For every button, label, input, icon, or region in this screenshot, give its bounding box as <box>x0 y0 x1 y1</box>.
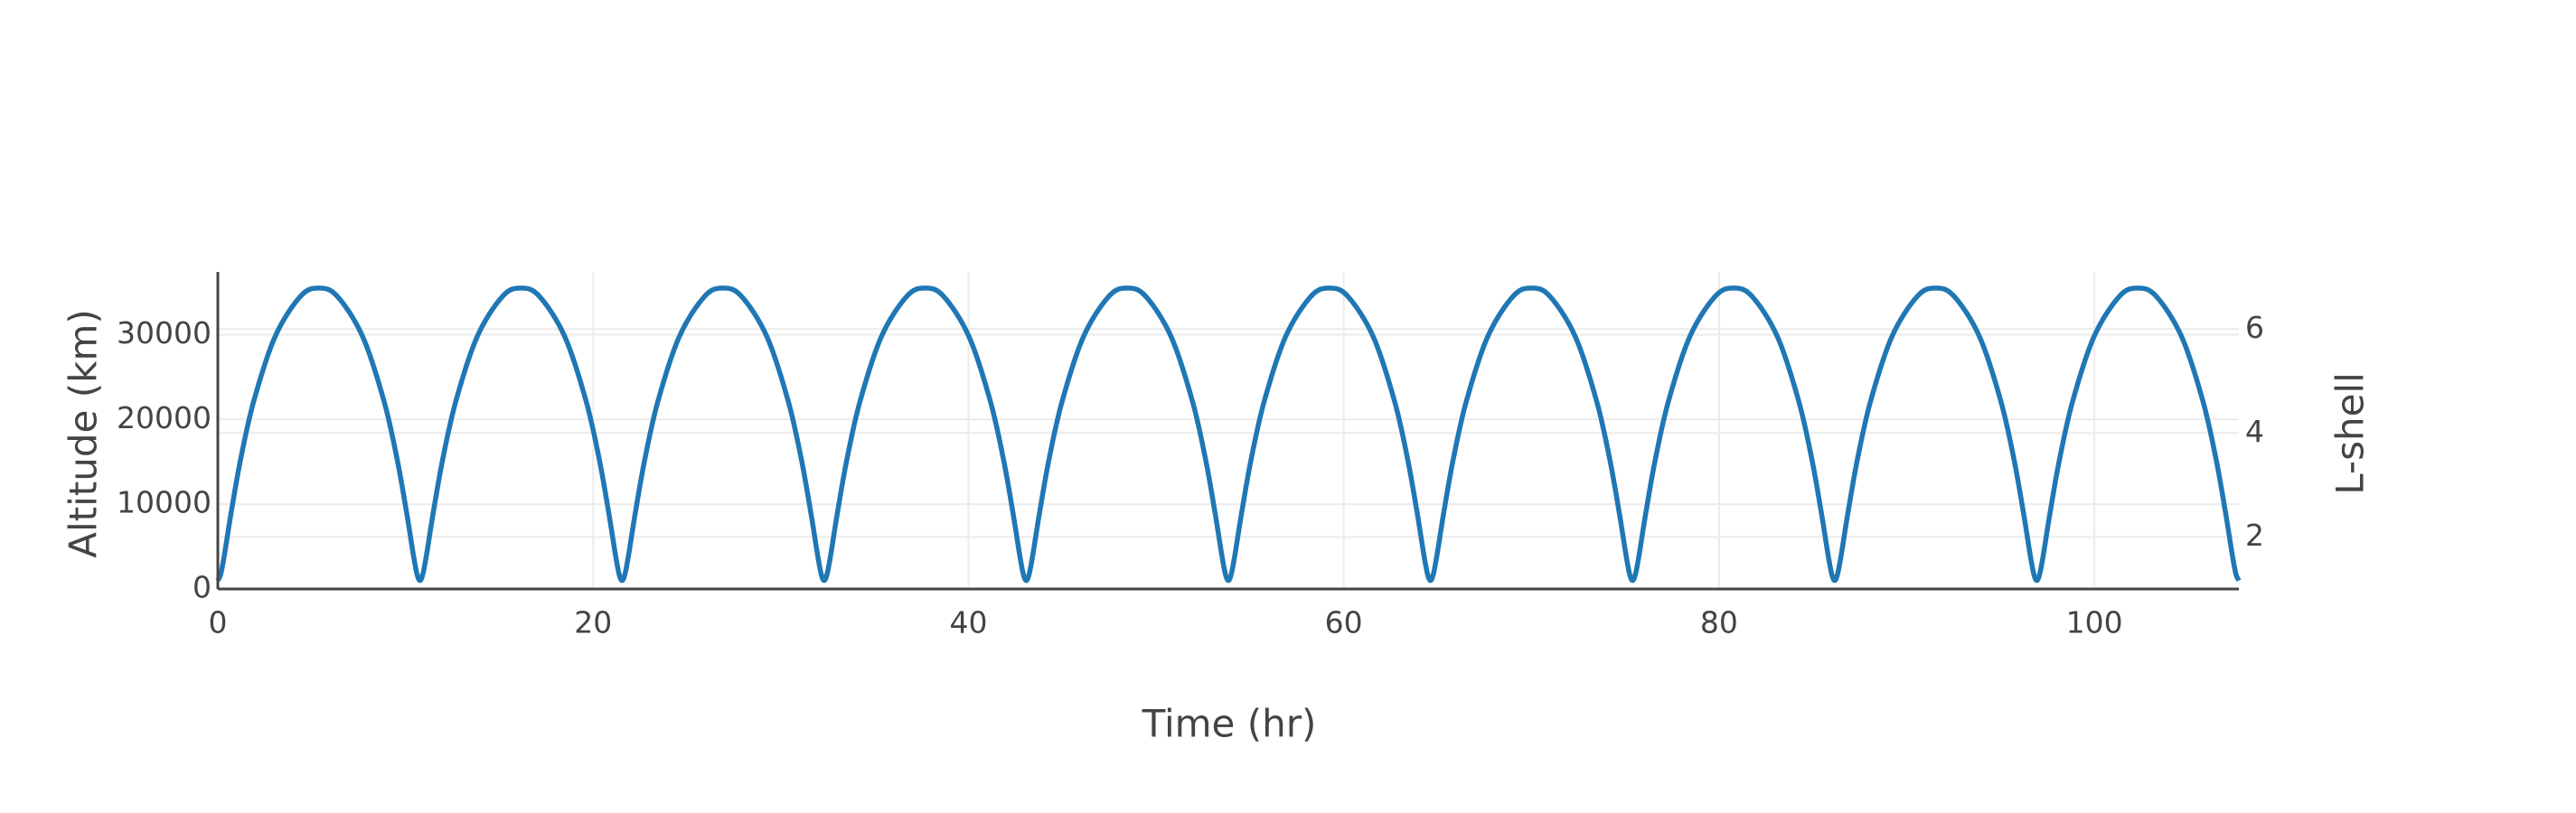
marks <box>215 285 2242 584</box>
x-tick-label: 40 <box>949 605 987 640</box>
y2-axis-title: L-shell <box>2328 372 2373 495</box>
grid <box>217 272 2239 590</box>
x-tick-label: 20 <box>574 605 612 640</box>
y-tick-label: 20000 <box>117 400 212 435</box>
x-tick-label: 0 <box>209 605 228 640</box>
x-tick-label: 60 <box>1325 605 1363 640</box>
y-tick-label: 0 <box>193 570 212 605</box>
y-tick-label: 10000 <box>117 485 212 520</box>
y-axis-title: Altitude (km) <box>61 309 106 557</box>
x-tick-label: 80 <box>1700 605 1738 640</box>
line <box>215 285 2242 584</box>
y-tick-label: 30000 <box>117 315 212 350</box>
y2-tick-label: 6 <box>2245 310 2264 345</box>
x-tick-label: 100 <box>2066 605 2123 640</box>
y2-tick-label: 4 <box>2245 414 2264 449</box>
y2-tick-label: 2 <box>2245 518 2264 553</box>
x-axis-title: Time (hr) <box>1142 702 1317 746</box>
